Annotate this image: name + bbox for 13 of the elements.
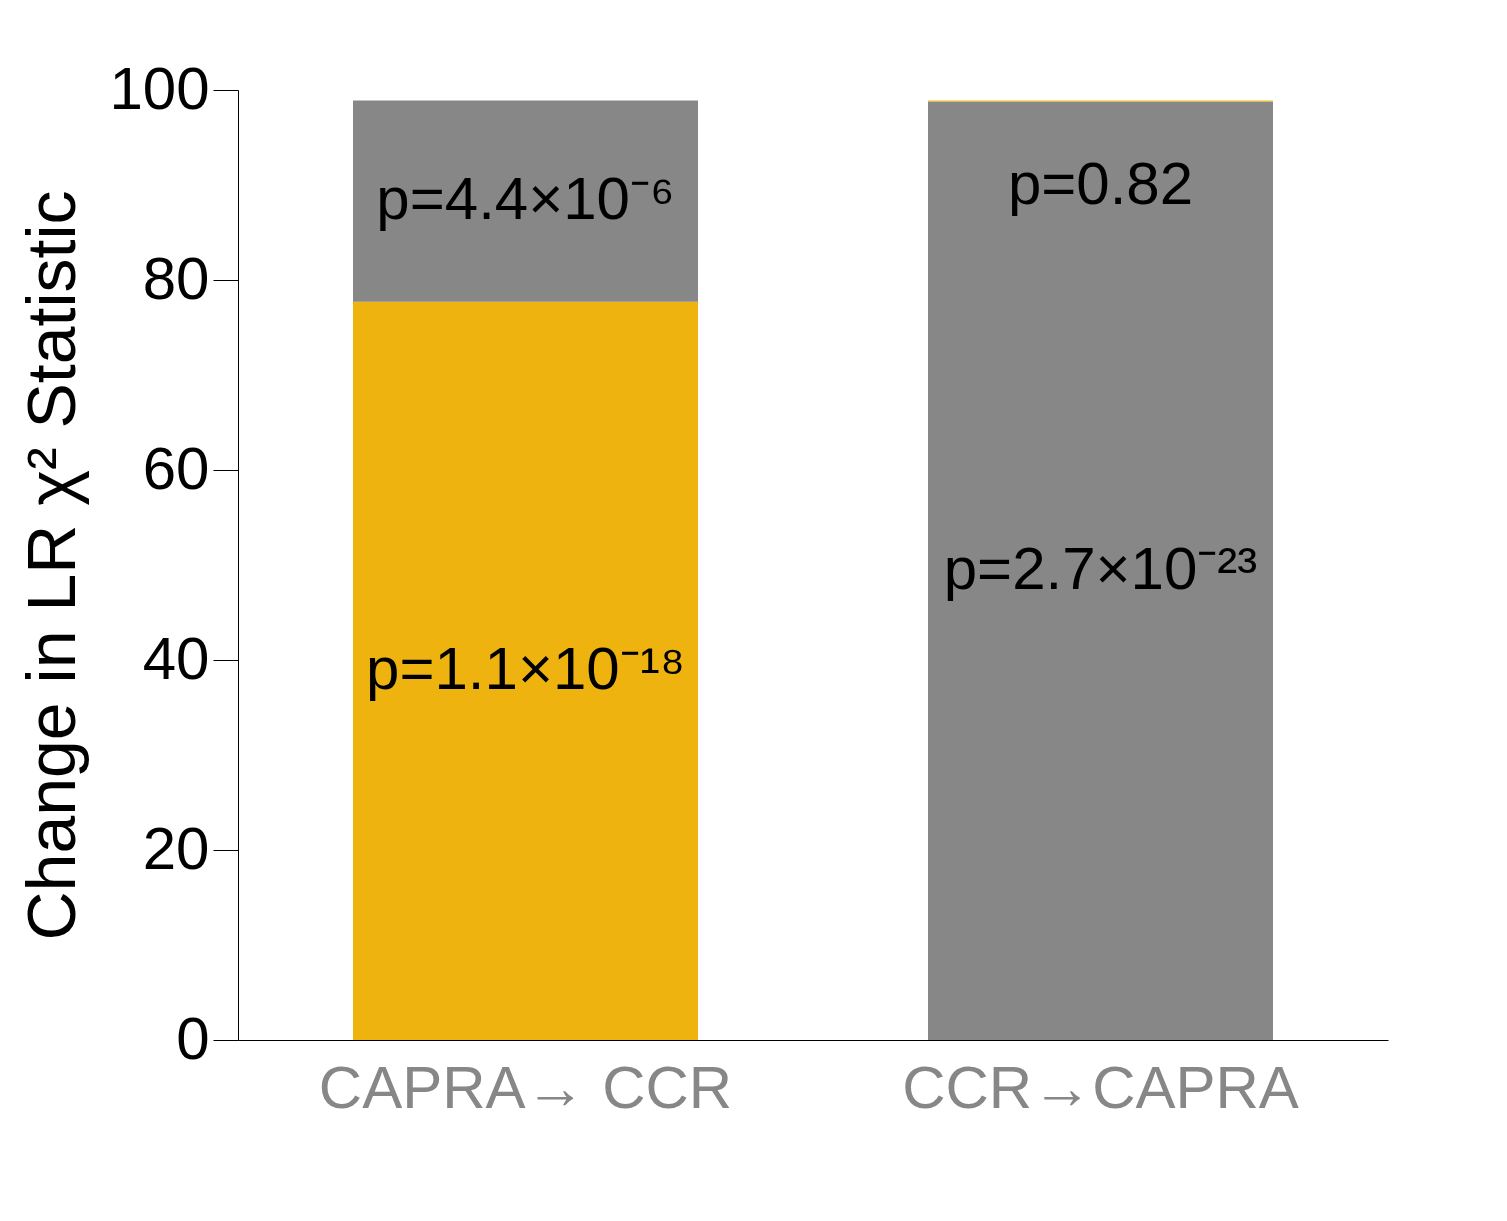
y-tick-label: 40 [142,624,210,692]
y-axis-title: Change in LR χ² Statistic [13,190,90,941]
annotation: p=0.82 [1007,149,1194,217]
y-tick-label: 20 [142,814,210,882]
x-tick-label: CCR→CAPRA [902,1053,1299,1121]
y-tick-label: 100 [109,54,210,122]
x-tick-label: CAPRA→ CCR [318,1053,733,1121]
y-tick-label: 60 [142,434,210,502]
annotation: p=1.1×10⁻¹⁸ [366,634,685,702]
annotation: p=2.7×10⁻²³ [943,534,1258,602]
y-tick-label: 80 [142,244,210,312]
y-tick-label: 0 [176,1004,210,1072]
annotation: p=4.4×10⁻⁶ [376,165,675,233]
